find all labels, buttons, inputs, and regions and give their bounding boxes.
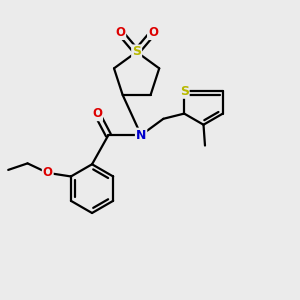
Text: S: S	[132, 45, 141, 58]
Text: S: S	[180, 85, 189, 98]
Text: O: O	[115, 26, 125, 39]
Text: O: O	[92, 107, 102, 120]
Text: N: N	[136, 129, 146, 142]
Text: O: O	[148, 26, 158, 39]
Text: O: O	[43, 167, 53, 179]
